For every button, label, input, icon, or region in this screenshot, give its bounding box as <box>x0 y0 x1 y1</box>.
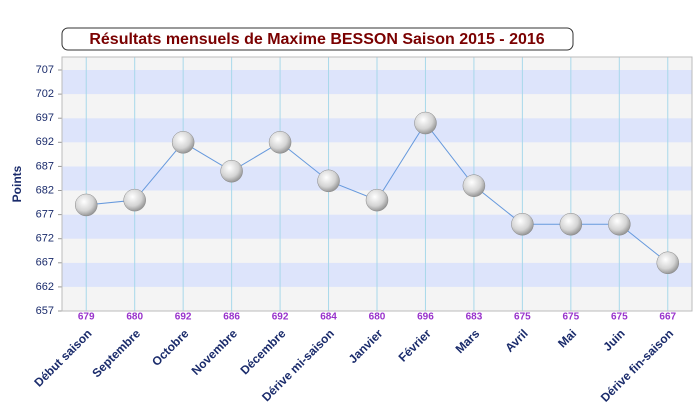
y-tick-label: 677 <box>36 209 54 221</box>
point <box>74 193 98 217</box>
value-label: 680 <box>369 312 386 323</box>
x-tick-label: Mai <box>555 326 579 350</box>
value-label: 686 <box>223 312 240 323</box>
value-label: 684 <box>320 312 337 323</box>
plot-border <box>61 56 693 312</box>
value-label: 680 <box>126 312 143 323</box>
y-tick-label: 692 <box>36 136 54 148</box>
value-label: 696 <box>417 312 434 323</box>
value-label: 679 <box>78 312 95 323</box>
value-label: 692 <box>272 312 289 323</box>
y-tick-label: 702 <box>36 88 54 100</box>
point <box>511 212 534 236</box>
point <box>462 174 486 197</box>
y-tick-label: 697 <box>36 112 54 124</box>
y-axis-label: Points <box>10 165 24 202</box>
y-tick-label: 682 <box>36 184 54 196</box>
title-box <box>61 27 574 51</box>
x-tick-label: Janvier <box>346 326 386 366</box>
plot-area: 657 662 667 672 677 682 687 692 697 702 707 679 Débu… <box>31 56 693 405</box>
point <box>559 212 583 236</box>
value-label: 675 <box>514 312 531 323</box>
point <box>123 188 146 212</box>
value-label: 667 <box>659 312 676 323</box>
point <box>608 212 631 236</box>
value-label: 675 <box>563 312 580 323</box>
point <box>171 131 195 154</box>
value-label: 683 <box>466 312 483 323</box>
point <box>220 159 243 183</box>
y-tick-label: 662 <box>36 281 54 293</box>
x-tick-label: Avril <box>502 326 530 354</box>
y-tick-label: 672 <box>36 233 54 245</box>
point <box>365 188 389 212</box>
chart-title: Résultats mensuels de Maxime BESSON Sais… <box>89 31 544 48</box>
point <box>656 251 680 275</box>
point <box>268 131 292 154</box>
point <box>414 111 437 135</box>
value-label: 675 <box>611 312 628 323</box>
value-label: 692 <box>175 312 192 323</box>
x-tick-label: Février <box>396 326 434 364</box>
x-tick-label: Mars <box>453 326 483 356</box>
y-tick-label: 707 <box>36 64 54 76</box>
x-tick-label: Décembre <box>238 326 289 377</box>
x-tick-label: Novembre <box>189 326 241 378</box>
x-tick-label: Septembre <box>89 326 143 380</box>
x-tick-label: Juin <box>600 326 627 353</box>
y-tick-label: 667 <box>36 257 54 269</box>
y-tick-label: 687 <box>36 160 54 172</box>
x-tick-label: Début saison <box>31 326 94 389</box>
point <box>317 169 340 193</box>
y-tick-label: 657 <box>36 305 54 317</box>
x-tick-label: Octobre <box>149 326 192 369</box>
